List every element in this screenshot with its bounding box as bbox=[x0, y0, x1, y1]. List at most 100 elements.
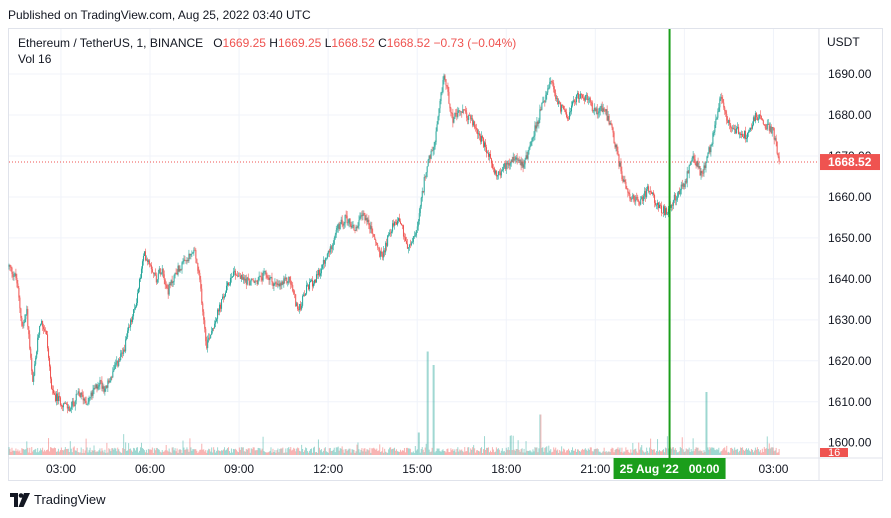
candle-body bbox=[723, 102, 725, 108]
volume-bar bbox=[140, 442, 142, 455]
volume-bar bbox=[665, 448, 667, 455]
candle-body bbox=[483, 138, 485, 147]
volume-bar bbox=[223, 449, 225, 455]
volume-bar bbox=[58, 451, 60, 455]
candle-body bbox=[551, 81, 553, 83]
volume-bar bbox=[328, 448, 330, 455]
volume-bar bbox=[26, 441, 28, 455]
volume-bar bbox=[465, 451, 467, 455]
candle-body bbox=[234, 270, 236, 276]
candle-body bbox=[567, 117, 569, 119]
candle-body bbox=[55, 393, 57, 401]
volume-bar bbox=[557, 449, 559, 455]
volume-bar bbox=[684, 451, 686, 455]
volume-bar bbox=[664, 447, 666, 455]
volume-bar bbox=[763, 447, 765, 455]
candle-body bbox=[207, 339, 209, 349]
candle-body bbox=[34, 364, 36, 376]
candle-body bbox=[360, 215, 362, 217]
candle-body bbox=[166, 285, 168, 289]
candle-body bbox=[25, 314, 27, 320]
candle-body bbox=[727, 120, 729, 123]
candle-body bbox=[80, 392, 82, 398]
volume-bar bbox=[277, 448, 279, 455]
volume-bar bbox=[300, 451, 302, 455]
volume-bar bbox=[135, 450, 137, 455]
candle-body bbox=[532, 136, 534, 139]
candle-body bbox=[305, 293, 307, 296]
volume-bar bbox=[416, 449, 418, 455]
candle-body bbox=[199, 272, 201, 280]
volume-bar bbox=[638, 442, 640, 455]
volume-bar bbox=[525, 441, 527, 455]
volume-bar bbox=[299, 450, 301, 455]
candle-body bbox=[266, 275, 268, 278]
candle-body bbox=[614, 143, 616, 148]
candle-body bbox=[753, 117, 755, 122]
candle-body bbox=[356, 226, 358, 228]
candle-body bbox=[306, 284, 308, 294]
volume-bar bbox=[236, 451, 238, 455]
candle-body bbox=[602, 108, 604, 113]
low-label: L bbox=[324, 36, 332, 50]
candle-body bbox=[468, 115, 470, 120]
volume-bar bbox=[633, 449, 635, 455]
candle-body bbox=[327, 250, 329, 254]
volume-bar bbox=[761, 448, 763, 455]
candle-body bbox=[158, 268, 160, 274]
candle-body bbox=[171, 280, 173, 284]
candle-body bbox=[612, 127, 614, 133]
candle-body bbox=[129, 326, 131, 328]
volume-bar bbox=[395, 450, 397, 455]
volume-bar bbox=[452, 448, 454, 455]
volume-bar bbox=[8, 447, 10, 455]
volume-title[interactable]: Vol bbox=[18, 52, 35, 66]
candle-body bbox=[298, 309, 300, 311]
candle-body bbox=[200, 279, 202, 289]
volume-bar bbox=[263, 451, 265, 455]
volume-bar bbox=[45, 451, 47, 455]
candle-body bbox=[201, 288, 203, 304]
candle-body bbox=[277, 283, 279, 285]
volume-bar bbox=[611, 447, 613, 455]
candle-body bbox=[289, 276, 291, 281]
volume-bar bbox=[573, 450, 575, 455]
volume-bar bbox=[421, 447, 423, 455]
candle-body bbox=[577, 93, 579, 99]
candle-body bbox=[611, 124, 613, 128]
candle-body bbox=[97, 386, 99, 389]
volume-bar bbox=[716, 449, 718, 455]
volume-bar bbox=[167, 451, 169, 455]
volume-bar bbox=[50, 447, 52, 455]
tradingview-brand[interactable]: TradingView bbox=[10, 492, 106, 507]
volume-bar bbox=[680, 448, 682, 455]
crosshair-time-label: 25 Aug '22 00:00 bbox=[620, 462, 720, 476]
volume-bar bbox=[115, 448, 117, 455]
candle-body bbox=[276, 283, 278, 285]
volume-bar bbox=[216, 450, 218, 455]
volume-bar bbox=[332, 449, 334, 455]
candle-body bbox=[248, 278, 250, 286]
candle-body bbox=[775, 138, 777, 142]
volume-bar bbox=[388, 449, 390, 455]
volume-bar bbox=[27, 447, 29, 455]
volume-bar bbox=[454, 449, 456, 455]
candle-body bbox=[691, 158, 693, 162]
volume-bar bbox=[433, 365, 435, 455]
volume-bar bbox=[581, 448, 583, 455]
candle-body bbox=[364, 213, 366, 220]
volume-bar bbox=[627, 449, 629, 455]
currency-label[interactable]: USDT bbox=[827, 35, 860, 49]
candle-body bbox=[678, 190, 680, 195]
chart-frame[interactable] bbox=[8, 28, 883, 481]
volume-bar bbox=[189, 438, 191, 455]
candle-body bbox=[148, 260, 150, 265]
volume-bar bbox=[292, 449, 294, 455]
volume-bar bbox=[303, 452, 305, 455]
candle-body bbox=[164, 279, 166, 285]
volume-bar bbox=[237, 452, 239, 455]
candle-body bbox=[635, 196, 637, 202]
symbol-title[interactable]: Ethereum / TetherUS, 1, BINANCE bbox=[18, 36, 204, 50]
candle-body bbox=[463, 109, 465, 110]
